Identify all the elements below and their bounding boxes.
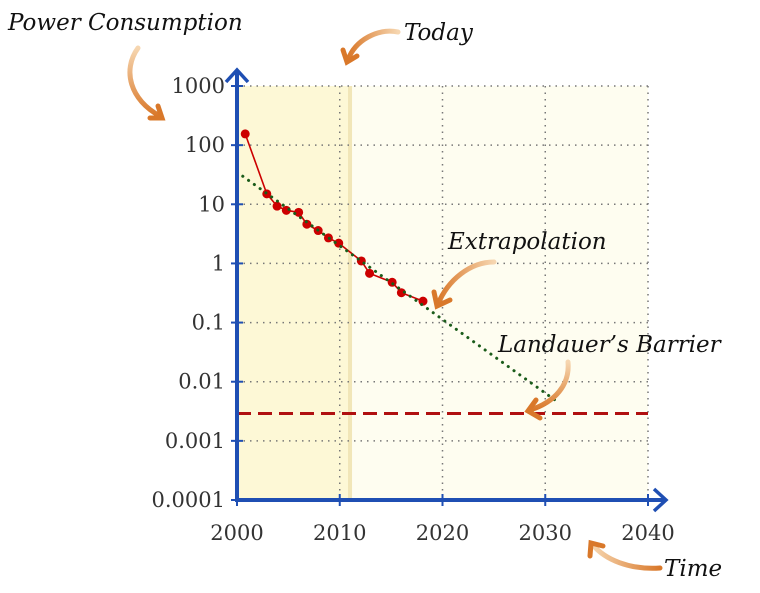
- y-tick-label: 0.0001: [152, 488, 225, 512]
- y-tick-label: 1: [212, 251, 225, 275]
- data-point: [365, 268, 375, 278]
- x-axis-arrow-icon: [652, 487, 669, 513]
- y-tick-label: 1000: [172, 74, 225, 98]
- y-tick-label: 0.01: [178, 370, 225, 394]
- y-tick-label: 10: [198, 192, 225, 216]
- extrapolation-label: Extrapolation: [447, 229, 607, 255]
- data-point: [302, 219, 312, 229]
- x-tick-label: 2040: [621, 521, 674, 545]
- shaded-region-0: [237, 86, 351, 500]
- x-tick-label: 2010: [313, 521, 366, 545]
- series-line-1: [235, 170, 562, 405]
- x-axis-label: Time: [664, 556, 722, 582]
- data-point: [272, 201, 282, 211]
- y-tick-label: 0.001: [165, 429, 225, 453]
- shaded-region-1: [350, 86, 648, 500]
- today-label: Today: [404, 20, 474, 46]
- today-arrow-head-icon: [340, 47, 360, 66]
- x-tick-label: 2000: [210, 521, 263, 545]
- time-arrow-icon: [589, 541, 663, 571]
- power-arrow-icon: [127, 45, 163, 119]
- time-arrow-head-icon: [587, 539, 606, 559]
- x-tick-label: 2020: [416, 521, 469, 545]
- y-axis-arrow-icon: [224, 67, 250, 84]
- y-axis-label: Power Consumption: [7, 10, 243, 36]
- landauer-arrow-icon: [527, 359, 571, 413]
- y-tick-label: 0.1: [192, 311, 225, 335]
- data-point: [240, 129, 250, 139]
- data-point: [387, 277, 397, 287]
- landauer-arrow-head-icon: [524, 397, 543, 421]
- x-tick-label: 2030: [519, 521, 572, 545]
- y-tick-label: 100: [185, 133, 225, 157]
- power-arrow-head-icon: [147, 103, 166, 121]
- data-point: [396, 288, 406, 298]
- data-point: [294, 207, 304, 217]
- extrapolation-arrow-head-icon: [431, 289, 453, 310]
- landauer-label: Landauer’s Barrier: [497, 332, 723, 358]
- extrapolation-arrow-icon: [435, 259, 497, 307]
- today-arrow-icon: [345, 28, 401, 63]
